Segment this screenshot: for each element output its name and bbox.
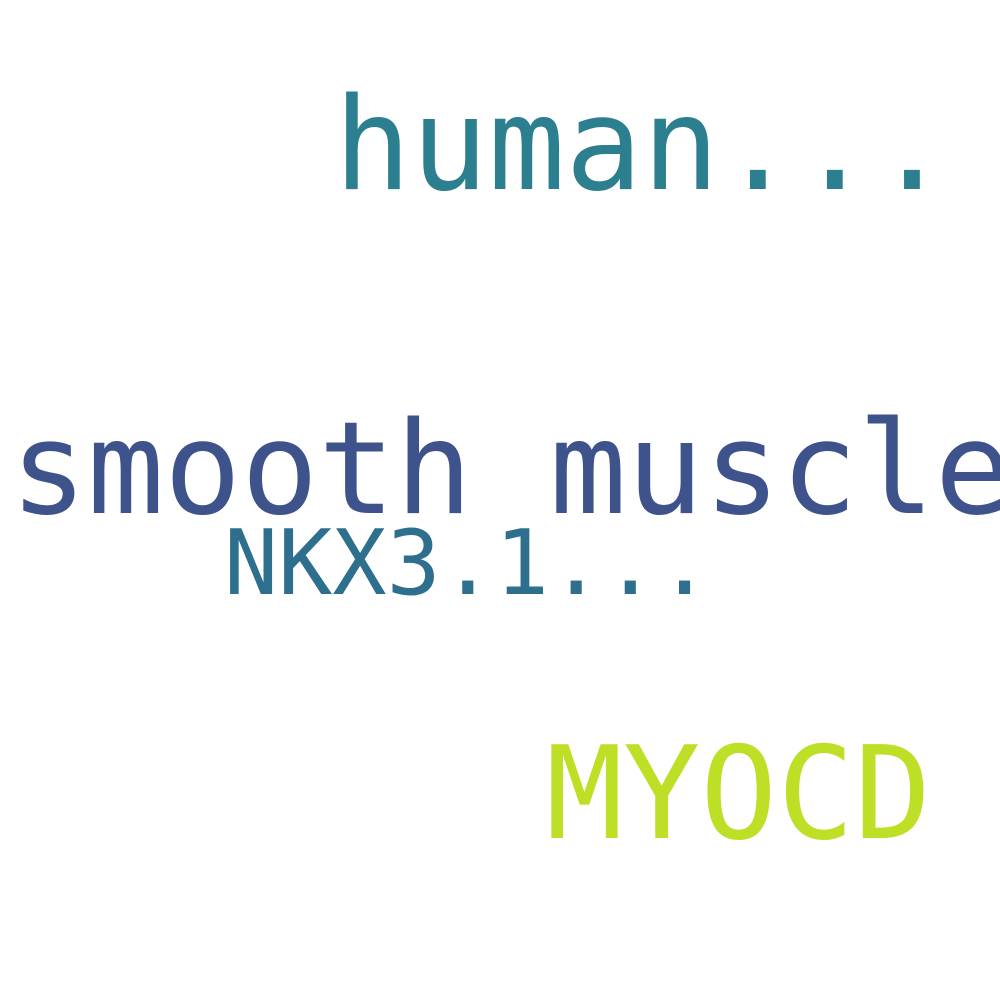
word-nkx3-1: NKX3.1... [224,511,712,616]
word-smooth-muscle: smooth muscle [10,395,1000,544]
word-human: human... [334,71,951,220]
word-myocd: MYOCD [546,720,932,869]
